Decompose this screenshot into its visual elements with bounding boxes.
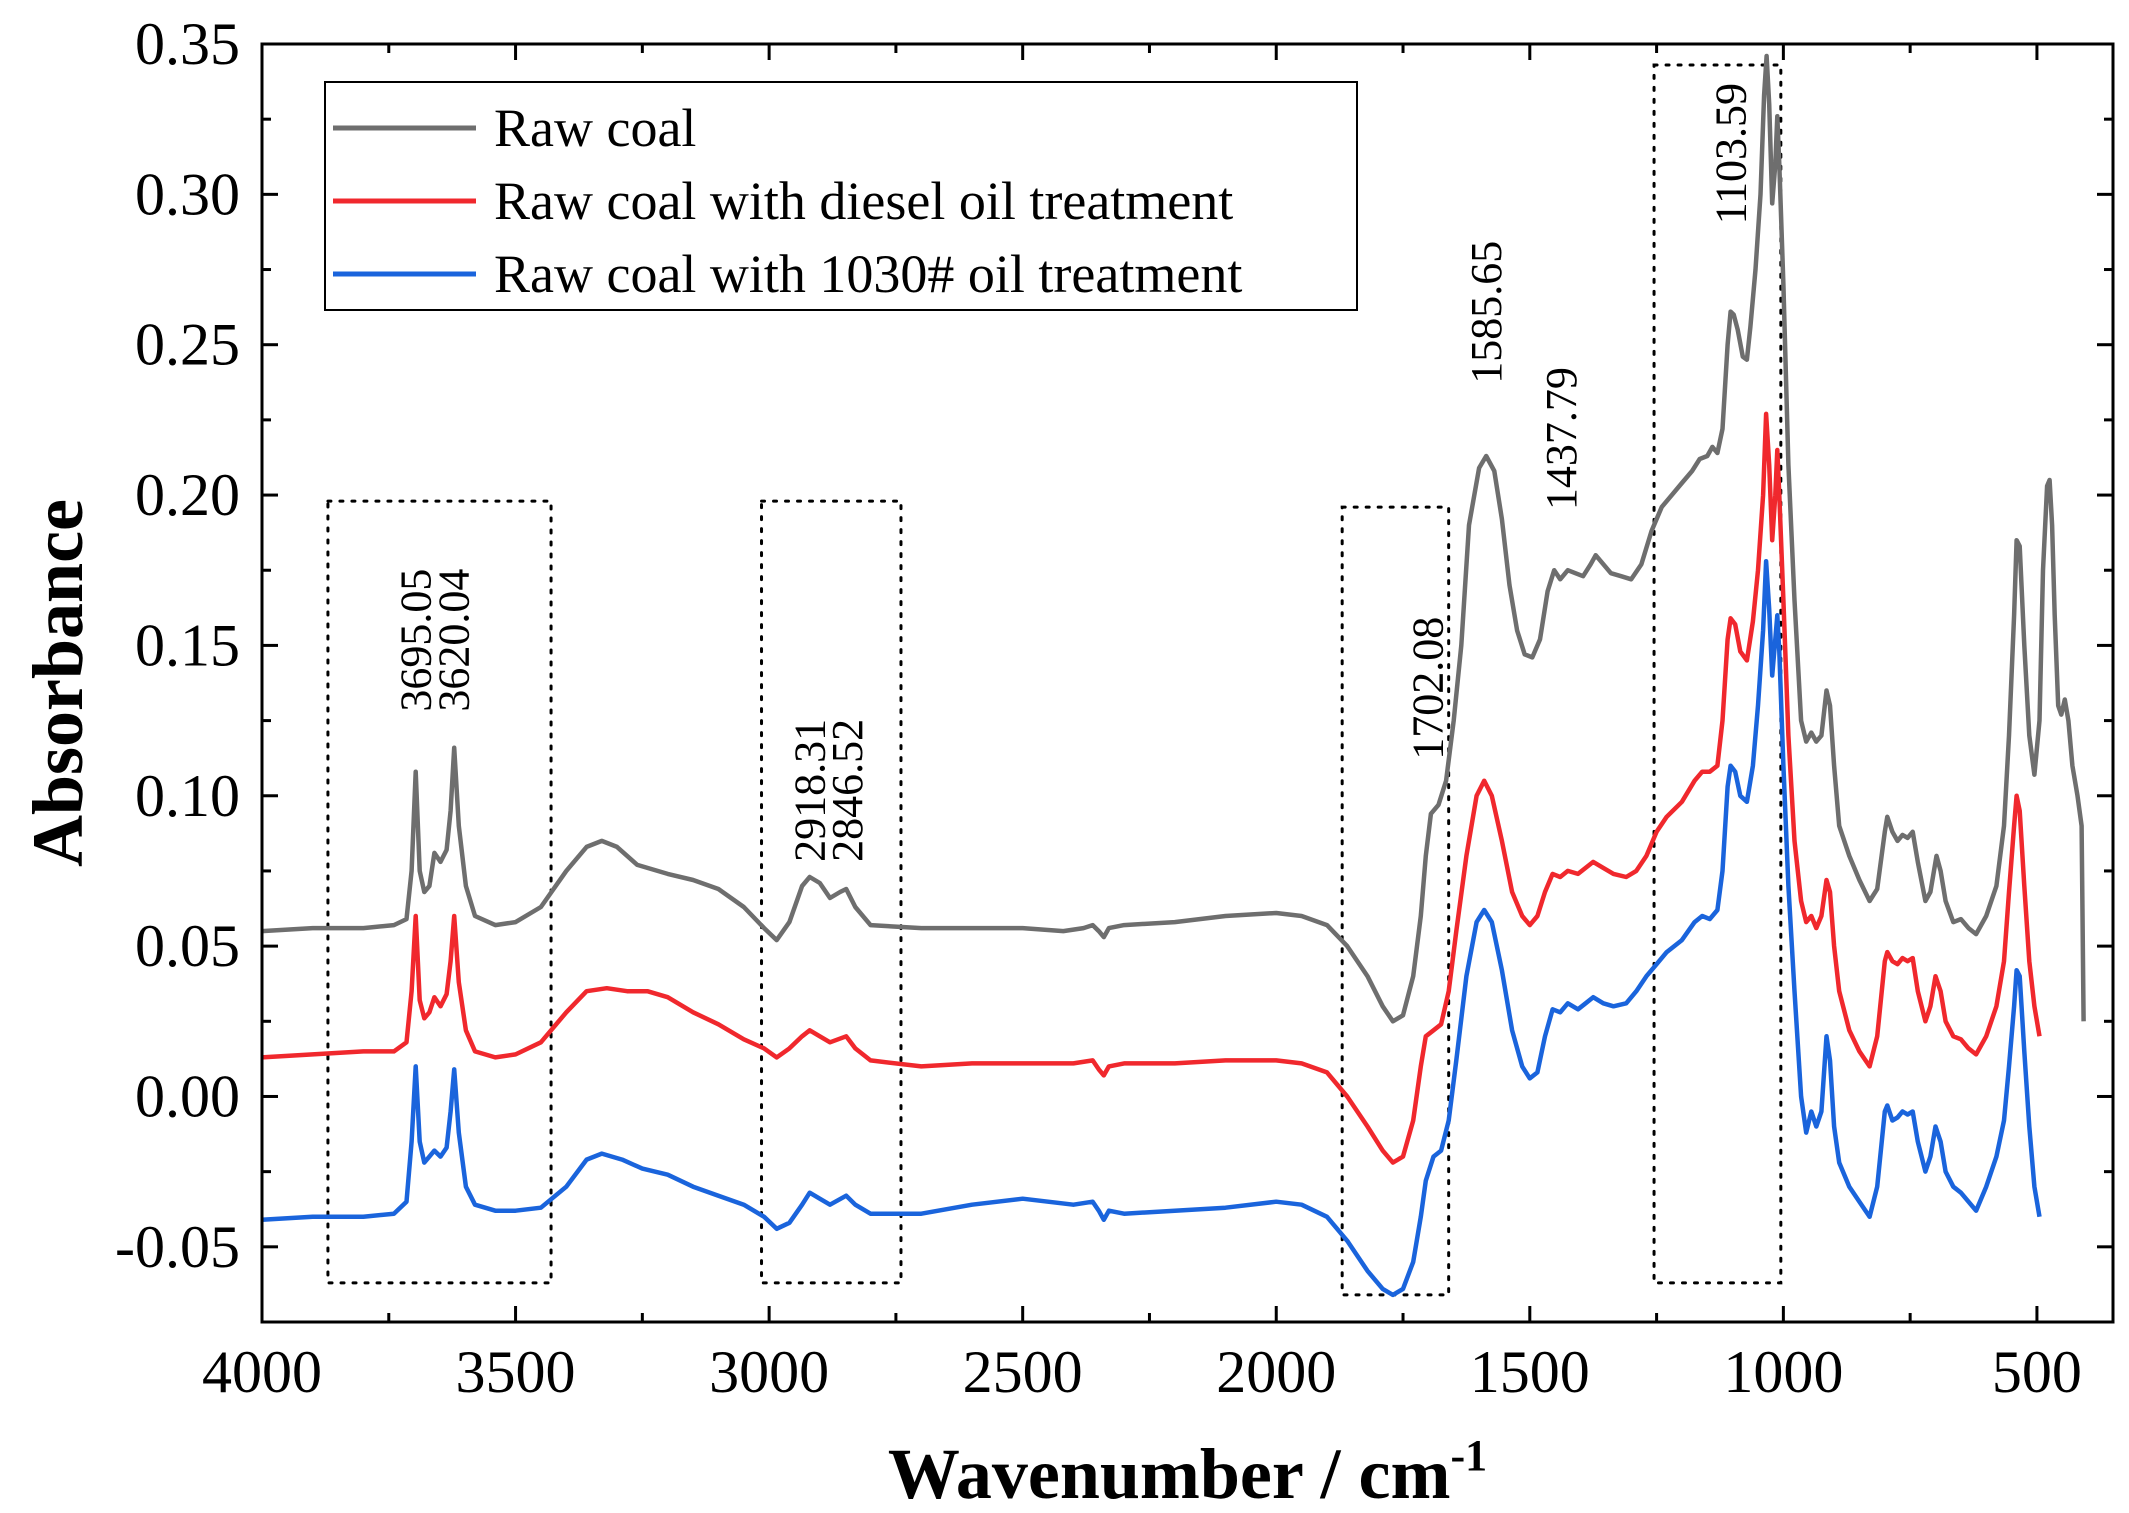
x-tick-label: 1500 [1470, 1339, 1590, 1405]
y-tick-label: 0.20 [135, 462, 240, 528]
y-tick-label: 0.15 [135, 612, 240, 678]
peak-label: 1103.59 [1707, 83, 1756, 224]
peak-label: 1437.79 [1537, 367, 1586, 510]
legend-label-raw-coal: Raw coal [494, 98, 696, 158]
y-axis-title: Absorbance [18, 499, 98, 867]
peak-label: 3620.04 [430, 569, 479, 712]
peak-label: 3695.05 [392, 569, 441, 712]
x-tick-label: 4000 [202, 1339, 322, 1405]
x-tick-label: 1000 [1723, 1339, 1843, 1405]
legend-box [324, 81, 1358, 311]
series-line-raw-coal [261, 53, 2086, 1024]
x-axis-title-text: Wavenumber / cm [888, 1434, 1451, 1513]
axis-ticks [260, 42, 2113, 1322]
y-tick-label: -0.05 [115, 1214, 240, 1280]
x-tick-label: 2000 [1216, 1339, 1336, 1405]
y-tick-label: 0.00 [135, 1063, 240, 1129]
plot-frame [260, 42, 2115, 1324]
y-tick-label: 0.25 [135, 312, 240, 378]
dotted-region-box-1 [760, 499, 903, 1285]
legend: Raw coal Raw coal with diesel oil treatm… [324, 81, 1358, 311]
y-tick-label: 0.10 [135, 763, 240, 829]
y-tick-label: 0.05 [135, 913, 240, 979]
x-axis-title: Wavenumber / cm-1 [888, 1431, 1487, 1513]
series-line-raw-coal-with-1030-oil-treatment [261, 558, 2042, 1298]
peak-label: 1585.65 [1462, 241, 1511, 384]
legend-label-diesel: Raw coal with diesel oil treatment [494, 171, 1233, 231]
y-tick-label: 0.35 [135, 11, 240, 77]
series-lines [261, 53, 2086, 1298]
x-tick-label: 2500 [963, 1339, 1083, 1405]
legend-label-1030-oil: Raw coal with 1030# oil treatment [494, 244, 1242, 304]
peak-label: 2918.31 [786, 719, 835, 862]
peak-label: 2846.52 [823, 719, 872, 862]
x-tick-labels: 4000 3500 3000 2500 2000 1500 1000 500 [202, 1339, 2082, 1405]
y-tick-label: 0.30 [135, 161, 240, 227]
x-tick-label: 3000 [709, 1339, 829, 1405]
x-tick-label: 3500 [456, 1339, 576, 1405]
peak-label: 1702.08 [1403, 617, 1452, 760]
x-tick-label: 500 [1992, 1339, 2082, 1405]
x-axis-title-superscript: -1 [1450, 1431, 1487, 1480]
y-tick-labels: -0.05 0.00 0.05 0.10 0.15 0.20 0.25 0.30 0.35 [115, 11, 240, 1280]
series-line-raw-coal-with-diesel-oil-treatment [261, 411, 2042, 1165]
